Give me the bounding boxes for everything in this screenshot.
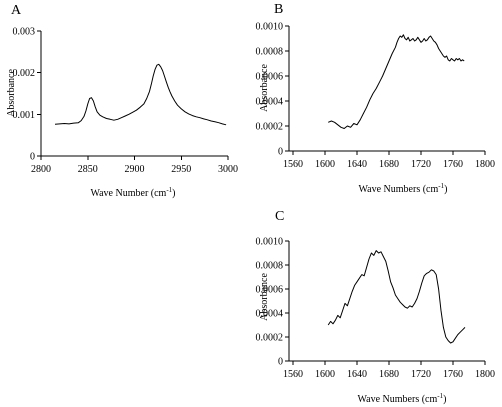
panel-a-x-tick-label: 3000 xyxy=(218,164,238,175)
panel-c-y-axis: 0 0.0002 0.0004 0.0006 0.0008 0.0010 xyxy=(256,237,290,368)
panel-a-x-axis: 2800 2850 2900 2950 3000 xyxy=(31,155,238,175)
panel-b-y-tick-label: 0.0004 xyxy=(256,97,284,108)
panel-c-x-axis-label-sup: -1 xyxy=(437,392,443,400)
panel-c-x-tick-label: 1760 xyxy=(443,369,463,380)
panel-b-x-axis-label-main: Wave Numbers (cm xyxy=(359,184,439,195)
panel-c-x-axis: 1560 1600 1640 1680 1720 1760 1800 xyxy=(283,360,495,380)
panel-b-x-axis-label: Wave Numbers (cm-1) xyxy=(359,182,448,195)
panel-c-y-axis-label: Absorbance xyxy=(259,273,270,321)
panel-b-letter: B xyxy=(274,2,283,17)
panel-a-x-tick-label: 2900 xyxy=(125,164,145,175)
panel-c-x-tick-label: 1600 xyxy=(315,369,335,380)
panel-b-y-axis: 0 0.0002 0.0004 0.0006 0.0008 0.0010 xyxy=(256,22,290,158)
panel-c-y-tick-label: 0.0004 xyxy=(256,309,284,320)
panel-b-x-axis: 1560 1600 1640 1680 1720 1760 1800 xyxy=(283,150,495,170)
panel-c-x-tick-label: 1680 xyxy=(379,369,399,380)
panel-c-y-tick-label: 0 xyxy=(278,357,283,368)
panel-b-x-axis-label-sup: -1 xyxy=(438,182,444,190)
panel-a-y-tick-label: 0 xyxy=(30,152,35,163)
panel-b-x-tick-label: 1760 xyxy=(443,159,463,170)
panel-b-y-tick-label: 0.0002 xyxy=(256,122,284,133)
panel-b-x-axis-label-end: ) xyxy=(444,184,447,195)
panel-a-plot-area xyxy=(54,63,227,126)
panel-a-x-tick-label: 2800 xyxy=(31,164,51,175)
panel-a-y-tick-label: 0.001 xyxy=(13,110,36,121)
panel-b-spectrum-line xyxy=(328,34,465,129)
panel-c-plot-area xyxy=(327,250,466,344)
panel-a-x-axis-label-end: ) xyxy=(172,188,175,199)
panel-a-y-axis-label: Absorbance xyxy=(6,69,17,117)
panel-b-y-tick-label: 0 xyxy=(278,147,283,158)
panel-a-spectrum-line xyxy=(54,63,227,126)
panel-a: A Absorbance Wave Number (cm-1) 2800 2850… xyxy=(6,3,238,199)
panel-c-x-axis-label-main: Wave Numbers (cm xyxy=(358,394,438,405)
panel-c: C Absorbance Wave Numbers (cm-1) 1560 160… xyxy=(256,209,496,405)
panel-c-x-axis-label-end: ) xyxy=(443,394,446,405)
panel-c-letter: C xyxy=(275,209,284,224)
panel-a-y-axis: 0 0.001 0.002 0.003 xyxy=(13,27,42,163)
panel-c-y-tick-label: 0.0002 xyxy=(256,333,284,344)
panel-c-x-tick-label: 1800 xyxy=(475,369,495,380)
panel-c-x-tick-label: 1640 xyxy=(347,369,367,380)
panel-a-y-tick-label: 0.003 xyxy=(13,27,36,38)
panel-b-y-tick-label: 0.0008 xyxy=(256,47,284,58)
panel-c-x-tick-label: 1720 xyxy=(411,369,431,380)
panel-b-y-tick-label: 0.0010 xyxy=(256,22,284,33)
panel-b-y-tick-label: 0.0006 xyxy=(256,72,284,83)
panel-a-x-axis-label-sup: -1 xyxy=(166,186,172,194)
panel-c-y-tick-label: 0.0010 xyxy=(256,237,284,248)
panel-c-y-tick-label: 0.0008 xyxy=(256,261,284,272)
panel-a-letter: A xyxy=(11,3,22,18)
panel-c-x-axis-label: Wave Numbers (cm-1) xyxy=(358,392,447,405)
panel-b: B Absorbance Wave Numbers (cm-1) 1560 160… xyxy=(256,2,496,195)
panel-c-x-tick-label: 1560 xyxy=(283,369,303,380)
panel-b-plot-area xyxy=(328,34,465,129)
panel-c-spectrum-line xyxy=(327,250,466,344)
panel-a-x-tick-label: 2950 xyxy=(171,164,191,175)
panel-b-x-tick-label: 1640 xyxy=(347,159,367,170)
panel-a-x-axis-label-main: Wave Number (cm xyxy=(90,188,166,199)
panel-b-x-tick-label: 1720 xyxy=(411,159,431,170)
panel-b-y-axis-label: Absorbance xyxy=(259,64,270,112)
panel-a-x-axis-label: Wave Number (cm-1) xyxy=(90,186,175,199)
panel-c-y-tick-label: 0.0006 xyxy=(256,285,284,296)
panel-b-x-tick-label: 1560 xyxy=(283,159,303,170)
panel-a-y-tick-label: 0.002 xyxy=(13,68,36,79)
panel-b-x-tick-label: 1600 xyxy=(315,159,335,170)
panel-b-x-tick-label: 1800 xyxy=(475,159,495,170)
panel-b-x-tick-label: 1680 xyxy=(379,159,399,170)
panel-a-x-tick-label: 2850 xyxy=(78,164,98,175)
